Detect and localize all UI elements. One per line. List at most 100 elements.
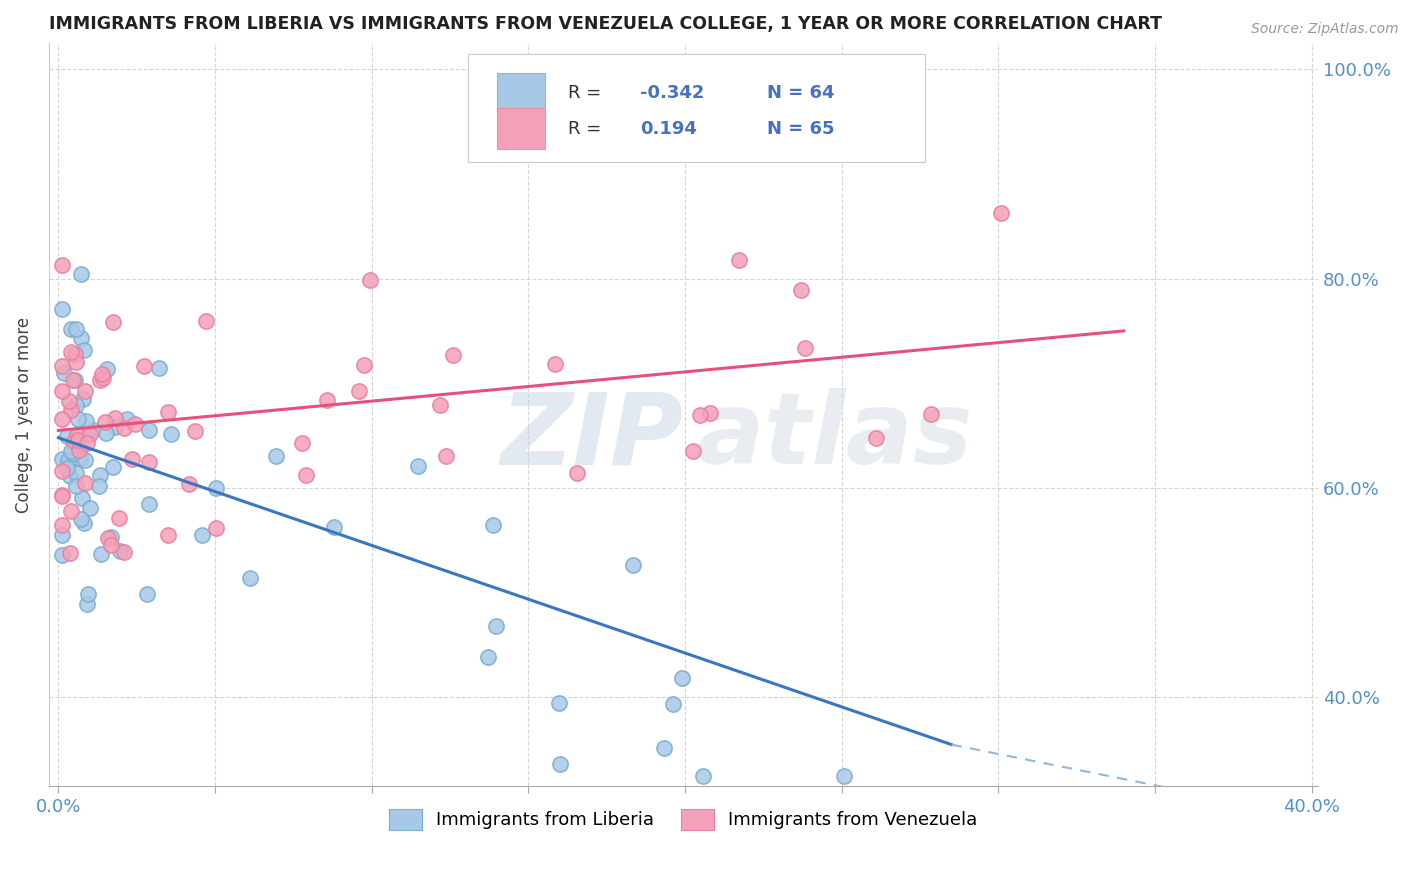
Point	[408, 458, 430, 473]
Point	[191, 527, 214, 541]
Point	[100, 530, 122, 544]
Point	[58, 453, 80, 467]
Point	[67, 412, 90, 426]
Text: R =: R =	[568, 120, 607, 137]
Point	[138, 423, 160, 437]
Point	[70, 331, 93, 345]
Point	[177, 476, 200, 491]
Point	[59, 443, 82, 458]
Point	[65, 466, 87, 480]
Point	[70, 491, 93, 505]
Point	[51, 464, 73, 478]
Point	[62, 373, 84, 387]
Point	[67, 443, 90, 458]
Point	[72, 392, 94, 407]
Point	[359, 273, 381, 287]
Point	[689, 408, 711, 422]
Point	[692, 769, 714, 783]
Text: R =: R =	[568, 84, 607, 102]
Point	[138, 497, 160, 511]
Point	[59, 345, 82, 359]
Point	[315, 392, 337, 407]
Point	[789, 283, 811, 297]
Point	[138, 455, 160, 469]
Point	[65, 399, 87, 413]
Y-axis label: College, 1 year or more: College, 1 year or more	[15, 317, 32, 513]
Point	[73, 476, 96, 491]
Point	[66, 433, 89, 447]
Point	[920, 407, 942, 421]
Point	[101, 315, 124, 329]
Point	[97, 531, 120, 545]
Point	[132, 359, 155, 373]
Point	[160, 427, 183, 442]
Point	[51, 488, 73, 502]
Point	[91, 368, 114, 382]
Point	[73, 343, 96, 358]
Point	[103, 411, 125, 425]
Text: -0.342: -0.342	[640, 84, 704, 102]
Point	[94, 425, 117, 440]
Point	[347, 384, 370, 398]
Point	[115, 411, 138, 425]
Point	[990, 206, 1012, 220]
Point	[121, 451, 143, 466]
Text: N = 65: N = 65	[768, 120, 835, 137]
Point	[52, 366, 75, 380]
Point	[93, 370, 115, 384]
Point	[65, 479, 87, 493]
Point	[436, 450, 458, 464]
Point	[56, 429, 79, 443]
Point	[239, 571, 262, 585]
Point	[90, 547, 112, 561]
Point	[429, 398, 451, 412]
Point	[76, 436, 98, 450]
Point	[184, 424, 207, 438]
Point	[157, 405, 180, 419]
Point	[63, 434, 86, 448]
Text: N = 64: N = 64	[768, 84, 835, 102]
Point	[94, 416, 117, 430]
Point	[73, 516, 96, 530]
Point	[51, 528, 73, 542]
Point	[156, 528, 179, 542]
Point	[73, 453, 96, 467]
Point	[107, 511, 129, 525]
Point	[291, 436, 314, 450]
Point	[65, 321, 87, 335]
Point	[621, 558, 644, 572]
Point	[671, 671, 693, 685]
Point	[353, 358, 375, 372]
Text: atlas: atlas	[696, 389, 973, 485]
Point	[51, 258, 73, 272]
Point	[682, 444, 704, 458]
Point	[66, 428, 89, 442]
Point	[482, 517, 505, 532]
Point	[477, 650, 499, 665]
Text: ZIP: ZIP	[501, 389, 683, 485]
Point	[58, 394, 80, 409]
Point	[485, 619, 508, 633]
Point	[59, 504, 82, 518]
Legend: Immigrants from Liberia, Immigrants from Venezuela: Immigrants from Liberia, Immigrants from…	[382, 802, 984, 837]
Point	[65, 347, 87, 361]
Point	[699, 406, 721, 420]
Point	[441, 348, 464, 362]
Point	[103, 459, 125, 474]
Point	[51, 359, 73, 374]
Point	[294, 468, 316, 483]
Point	[544, 357, 567, 371]
Point	[136, 587, 159, 601]
Point	[70, 512, 93, 526]
Point	[322, 520, 344, 534]
Point	[148, 361, 170, 376]
Bar	[496, 108, 546, 149]
Point	[62, 446, 84, 460]
Point	[76, 597, 98, 611]
Point	[60, 322, 83, 336]
Point	[63, 373, 86, 387]
Point	[56, 461, 79, 475]
Point	[108, 544, 131, 558]
Point	[100, 538, 122, 552]
Point	[96, 362, 118, 376]
